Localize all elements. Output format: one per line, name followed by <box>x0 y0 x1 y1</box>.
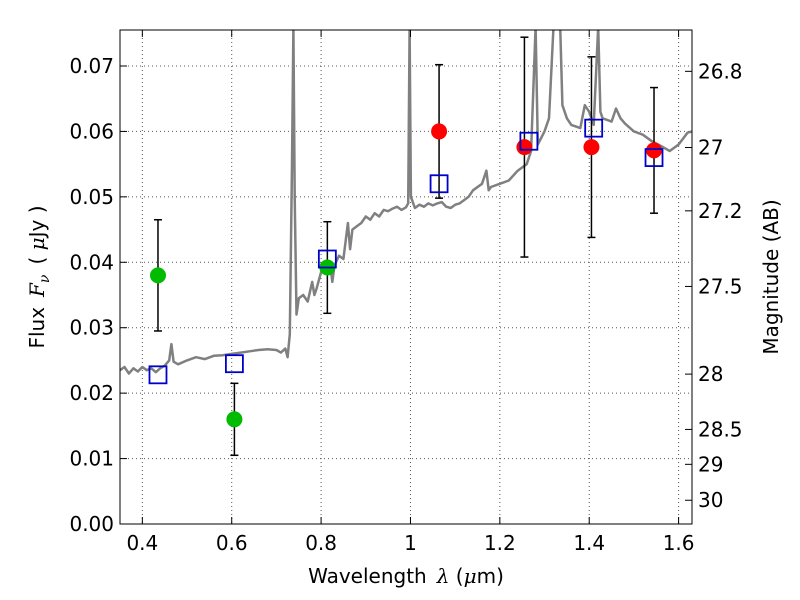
red-photometry-point <box>646 142 663 159</box>
y-axis-label-unit-open: ( <box>25 250 49 264</box>
y-axis-label-nu: ν <box>37 274 53 283</box>
model-square-point <box>148 365 168 385</box>
x-tick-label: 1.4 <box>573 531 605 555</box>
y-axis-label-text: Flux <box>25 307 49 349</box>
mag-tick-label: 28.5 <box>698 417 743 441</box>
mag-tick-label: 27.2 <box>698 199 743 223</box>
y-axis-label: Flux Fν ( μJy ) <box>25 205 53 348</box>
green-photometry-point <box>226 411 243 428</box>
model-spectrum-line <box>120 30 692 375</box>
model-square-point <box>519 131 539 151</box>
x-axis-label-lambda: λ <box>436 564 450 588</box>
y-axis-label-unit-rest: Jy ) <box>25 205 49 239</box>
red-photometry-point <box>516 139 533 156</box>
y-tick-label: 0.02 <box>69 381 114 405</box>
x-tick-label: 1 <box>404 531 417 555</box>
mag-tick-label: 27.5 <box>698 274 743 298</box>
y-axis-label-unit-mu: μ <box>25 237 49 250</box>
x-tick-label: 0.8 <box>305 531 337 555</box>
y-tick-label: 0.05 <box>69 185 114 209</box>
x-axis-label-unit-rest: m) <box>477 564 504 588</box>
x-tick-label: 0.4 <box>126 531 158 555</box>
mag-tick-label: 29 <box>698 452 723 476</box>
axes-frame <box>119 29 693 525</box>
x-axis-label: Wavelength λ (μm) <box>308 564 504 588</box>
tick-marks <box>120 30 692 525</box>
mag-tick-label: 27 <box>698 135 723 159</box>
x-axis-label-unit-mu: μ <box>464 564 477 588</box>
x-tick-label: 0.6 <box>216 531 248 555</box>
model-square-point <box>584 118 604 138</box>
mag-tick-label: 28 <box>698 362 723 386</box>
model-square-point <box>429 174 449 194</box>
model-square-point <box>317 249 337 269</box>
red-photometry-point <box>583 139 600 156</box>
model-square-point <box>224 354 244 374</box>
y-tick-label: 0.01 <box>69 447 114 471</box>
red-photometry-point <box>431 123 448 140</box>
right-axis-label: Magnitude (AB) <box>759 199 783 354</box>
y-tick-label: 0.06 <box>69 119 114 143</box>
mag-tick-label: 30 <box>698 488 723 512</box>
x-tick-label: 1.6 <box>663 531 695 555</box>
y-axis-label-f: F <box>25 282 49 298</box>
green-photometry-point <box>149 267 166 284</box>
x-axis-label-text: Wavelength <box>308 564 427 588</box>
tick-labels: 0.4 0.6 0.8 1 1.2 1.4 1.6 0.00 0.01 0.02 0.03 0.04 0… <box>69 54 742 555</box>
x-tick-label: 1.2 <box>484 531 516 555</box>
y-tick-label: 0.00 <box>69 512 114 536</box>
mag-tick-label: 26.8 <box>698 59 743 83</box>
x-axis-label-unit-open: ( <box>449 564 463 588</box>
plot-area <box>120 30 692 457</box>
y-tick-label: 0.07 <box>69 54 114 78</box>
y-tick-label: 0.04 <box>69 250 114 274</box>
grid-lines <box>120 30 692 525</box>
y-tick-label: 0.03 <box>69 316 114 340</box>
model-square-point <box>644 148 664 167</box>
